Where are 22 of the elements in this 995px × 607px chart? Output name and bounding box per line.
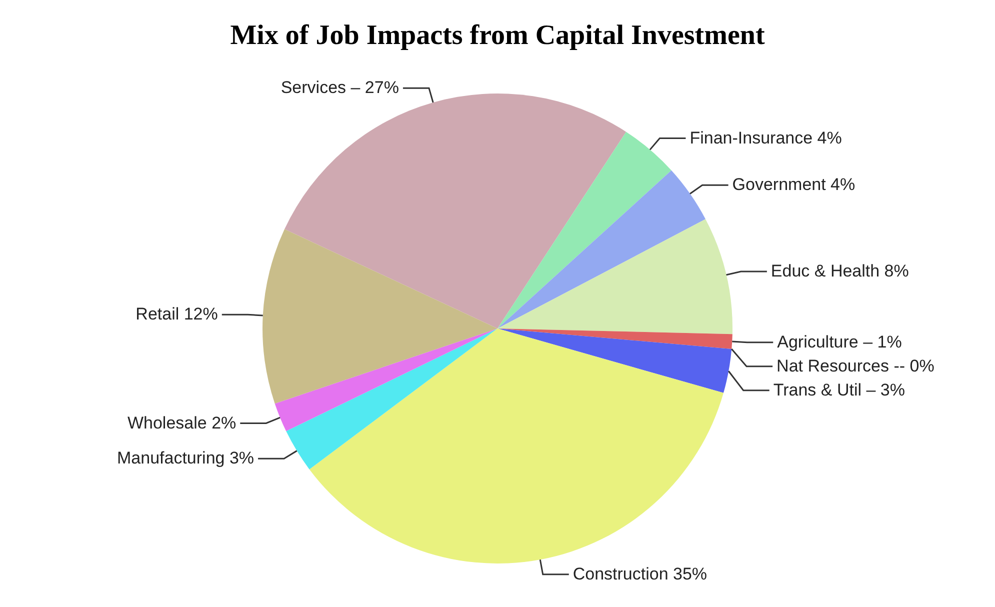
slice-label: Educ & Health 8%: [770, 261, 909, 280]
slice-label: Finan-Insurance 4%: [690, 128, 842, 148]
slice-label: Government 4%: [732, 175, 856, 194]
pie-slice: [262, 229, 498, 404]
pie-slice: [498, 219, 732, 334]
slice-label: Trans & Util – 3%: [773, 380, 905, 400]
pie-slice: [498, 328, 732, 349]
pie-slice: [284, 94, 626, 328]
slice-label: Agriculture – 1%: [777, 332, 902, 352]
slice-label: Wholesale 2%: [127, 413, 236, 432]
slice-label: Retail 12%: [136, 304, 218, 324]
slice-label: Construction 35%: [572, 564, 708, 584]
pie-slice: [498, 170, 706, 328]
pie-slice: [274, 328, 498, 432]
pie-slice: [286, 328, 498, 470]
chart-title: Mix of Job Impacts from Capital Investment: [230, 20, 766, 51]
pie-slice: [498, 132, 672, 328]
pie-slice: [498, 328, 732, 393]
slice-label: Services – 27%: [280, 78, 399, 98]
legend-label: Nat Resources -- 0%: [776, 356, 934, 376]
slice-label: Manufacturing 3%: [117, 448, 254, 468]
pie-slice: [309, 328, 724, 564]
